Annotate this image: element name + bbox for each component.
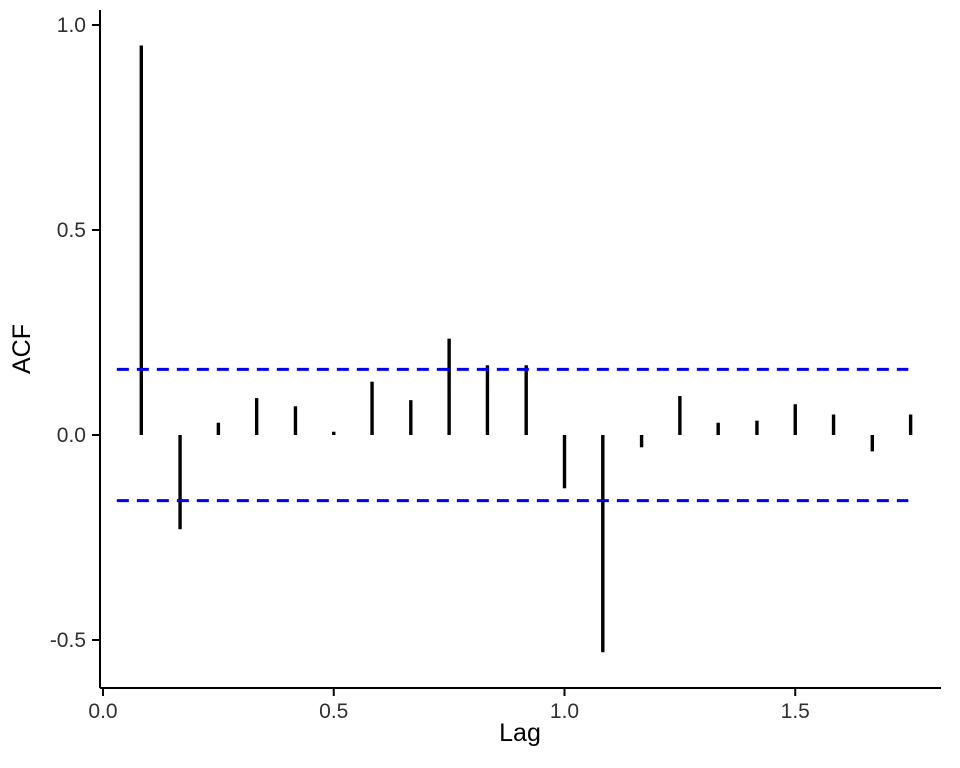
y-axis-label: ACF — [8, 324, 36, 374]
x-tick-label: 0.5 — [319, 700, 348, 723]
x-tick-label: 1.5 — [781, 700, 810, 723]
x-tick-label: 0.0 — [88, 700, 117, 723]
x-tick-label: 1.0 — [550, 700, 579, 723]
y-tick-label: 1.0 — [57, 14, 86, 37]
y-tick-label: -0.5 — [50, 629, 86, 652]
y-tick-label: 0.0 — [57, 424, 86, 447]
x-axis-label: Lag — [499, 719, 541, 747]
y-tick-label: 0.5 — [57, 219, 86, 242]
